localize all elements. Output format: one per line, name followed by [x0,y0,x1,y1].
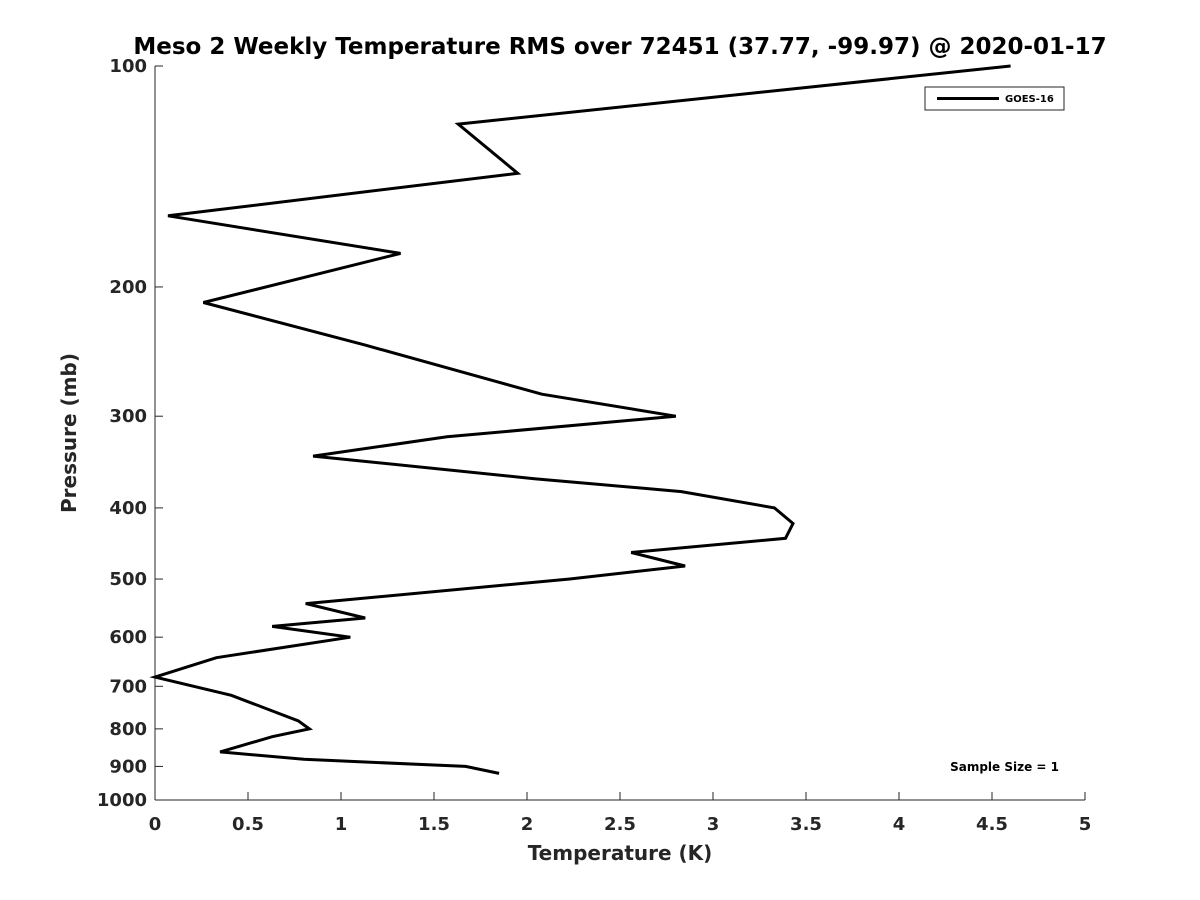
y-axis: 100 200 300 400 500 600 700 800 900 1000 [97,56,163,811]
y-axis-label: Pressure (mb) [57,353,81,513]
x-tick-label: 3 [707,814,720,835]
x-tick-label: 0.5 [232,814,264,835]
y-tick-label: 400 [109,498,147,519]
legend-label: GOES-16 [1005,94,1054,105]
y-tick-label: 800 [109,719,147,740]
chart-title: Meso 2 Weekly Temperature RMS over 72451… [133,34,1106,60]
x-tick-label: 2.5 [604,814,636,835]
x-tick-label: 5 [1079,814,1092,835]
y-tick-label: 700 [109,676,147,697]
y-tick-label: 500 [109,569,147,590]
y-tick-label: 1000 [97,790,147,811]
x-tick-label: 1 [335,814,348,835]
legend: GOES-16 [924,86,1065,111]
plot-frame [154,66,1085,801]
y-tick-label: 100 [109,56,147,77]
y-tick-label: 600 [109,627,147,648]
sample-size-annotation: Sample Size = 1 [950,760,1059,774]
y-tick-label: 900 [109,756,147,777]
x-axis: 0 0.5 1 1.5 2 2.5 3 3.5 4 4.5 5 [149,792,1092,835]
series-line-goes-16 [149,64,1011,775]
x-tick-label: 2 [521,814,534,835]
x-tick-label: 4.5 [976,814,1008,835]
x-tick-label: 4 [893,814,906,835]
y-tick-label: 200 [109,277,147,298]
x-tick-label: 3.5 [790,814,822,835]
x-tick-label: 1.5 [418,814,450,835]
x-tick-label: 0 [149,814,162,835]
y-tick-label: 300 [109,406,147,427]
series-layer [149,64,1011,775]
x-axis-label: Temperature (K) [528,841,713,865]
